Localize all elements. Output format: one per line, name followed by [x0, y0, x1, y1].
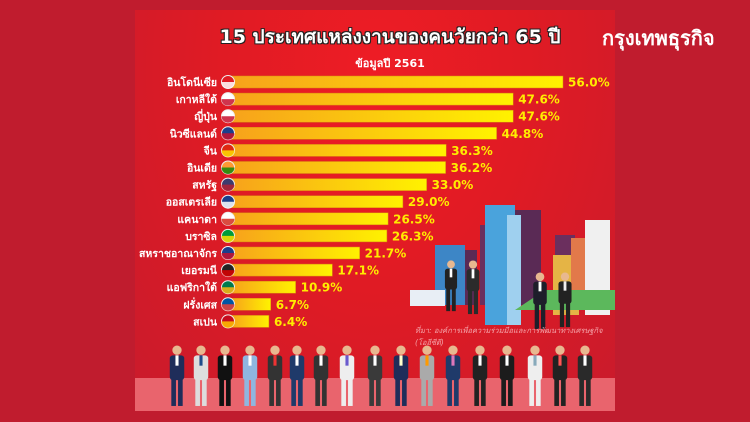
- person-figure: [558, 272, 572, 328]
- person-figure: [445, 345, 461, 406]
- japan-flag-icon: [221, 109, 235, 124]
- bar: [230, 246, 360, 260]
- category-label: ญี่ปุ่น: [194, 108, 218, 124]
- ground-band: [135, 378, 615, 411]
- category-label: เกาหลีใต้: [176, 92, 217, 106]
- person-figure: [339, 345, 355, 406]
- bar: [230, 298, 271, 311]
- building: [410, 290, 445, 306]
- category-label: แคนาดา: [177, 214, 217, 226]
- canada-flag-icon: [221, 211, 235, 226]
- indonesia-flag-icon: [221, 75, 235, 89]
- person-figure: [367, 345, 383, 406]
- person-figure: [552, 345, 568, 406]
- bar: [230, 109, 514, 123]
- value-label: 6.4%: [274, 315, 307, 329]
- australia-flag-icon: [221, 194, 235, 209]
- category-label: สเปน: [193, 316, 218, 328]
- person-figure: [499, 345, 515, 406]
- brand-logo: กรุงเทพธุรกิจ: [602, 26, 715, 50]
- uk-flag-icon: [221, 246, 235, 260]
- bar: [230, 144, 447, 157]
- bar-chart: อินโดนีเซีย 56.0% เกาหลีใต้ 47.6% ญี่ปุ่น 47.…: [139, 75, 610, 329]
- category-label: อินโดนีเซีย: [166, 76, 217, 89]
- person-figure: [444, 260, 458, 312]
- bar: [230, 263, 333, 277]
- value-label: 21.7%: [365, 247, 407, 261]
- value-label: 47.6%: [518, 93, 560, 107]
- person-figure: [466, 260, 480, 315]
- south-africa-flag-icon: [221, 280, 235, 295]
- india-flag-icon: [221, 160, 235, 175]
- new-zealand-flag-icon: [221, 126, 235, 141]
- value-label: 36.2%: [451, 161, 493, 175]
- chart-subtitle: ข้อมูลปี 2561: [355, 57, 425, 70]
- bar: [230, 127, 497, 140]
- infographic-poster: 15 ประเทศแหล่งงานของคนวัยกว่า 65 ปี ข้อม…: [135, 10, 615, 411]
- bar: [230, 280, 296, 294]
- person-figure: [289, 345, 305, 406]
- illustration: [169, 205, 615, 406]
- person-figure: [472, 345, 488, 406]
- value-label: 26.5%: [393, 212, 435, 226]
- brazil-flag-icon: [221, 228, 235, 243]
- bar: [230, 75, 564, 89]
- person-figure: [217, 345, 233, 406]
- bar: [230, 92, 514, 106]
- source-note: ที่มา: องค์การเพื่อความร่วมมือและการพัฒน…: [415, 326, 603, 347]
- chart-title: 15 ประเทศแหล่งงานของคนวัยกว่า 65 ปี: [219, 26, 561, 48]
- bar: [230, 161, 446, 174]
- value-label: 56.0%: [568, 76, 610, 90]
- category-label: บราซิล: [185, 231, 217, 243]
- category-label: จีน: [203, 144, 218, 157]
- usa-flag-icon: [221, 177, 235, 192]
- china-flag-icon: [221, 143, 235, 158]
- category-label: ออสเตรเลีย: [166, 196, 217, 209]
- category-label: อินเดีย: [186, 162, 217, 175]
- bar: [230, 212, 389, 226]
- category-label: สหรัฐ: [192, 180, 217, 192]
- category-label: สหราชอาณาจักร: [139, 248, 217, 260]
- value-label: 10.9%: [301, 281, 343, 295]
- category-label: นิวซีแลนด์: [169, 127, 217, 140]
- value-label: 17.1%: [337, 264, 379, 278]
- bar: [230, 229, 388, 243]
- person-figure: [577, 345, 593, 406]
- value-label: 29.0%: [408, 195, 450, 209]
- category-label: ฝรั่งเศส: [183, 296, 217, 311]
- value-label: 33.0%: [432, 178, 474, 192]
- value-label: 36.3%: [451, 144, 493, 158]
- person-figure: [193, 345, 209, 406]
- germany-flag-icon: [221, 263, 235, 278]
- bar: [230, 178, 427, 191]
- france-flag-icon: [221, 297, 235, 312]
- person-figure: [169, 345, 185, 406]
- south-korea-flag-icon: [221, 92, 235, 107]
- person-figure: [527, 345, 543, 406]
- person-figure: [267, 345, 283, 406]
- person-figure: [313, 345, 329, 406]
- bar: [230, 315, 270, 328]
- value-label: 44.8%: [502, 127, 544, 141]
- value-label: 47.6%: [518, 110, 560, 124]
- spain-flag-icon: [221, 314, 235, 329]
- bar: [230, 195, 404, 208]
- building: [507, 215, 521, 325]
- value-label: 26.3%: [392, 229, 434, 243]
- category-label: เยอรมนี: [181, 264, 218, 277]
- person-figure: [533, 272, 547, 330]
- person-figure: [419, 345, 435, 406]
- person-figure: [393, 345, 409, 406]
- value-label: 6.7%: [276, 298, 309, 312]
- category-label: แอฟริกาใต้: [167, 280, 218, 294]
- person-figure: [242, 345, 258, 406]
